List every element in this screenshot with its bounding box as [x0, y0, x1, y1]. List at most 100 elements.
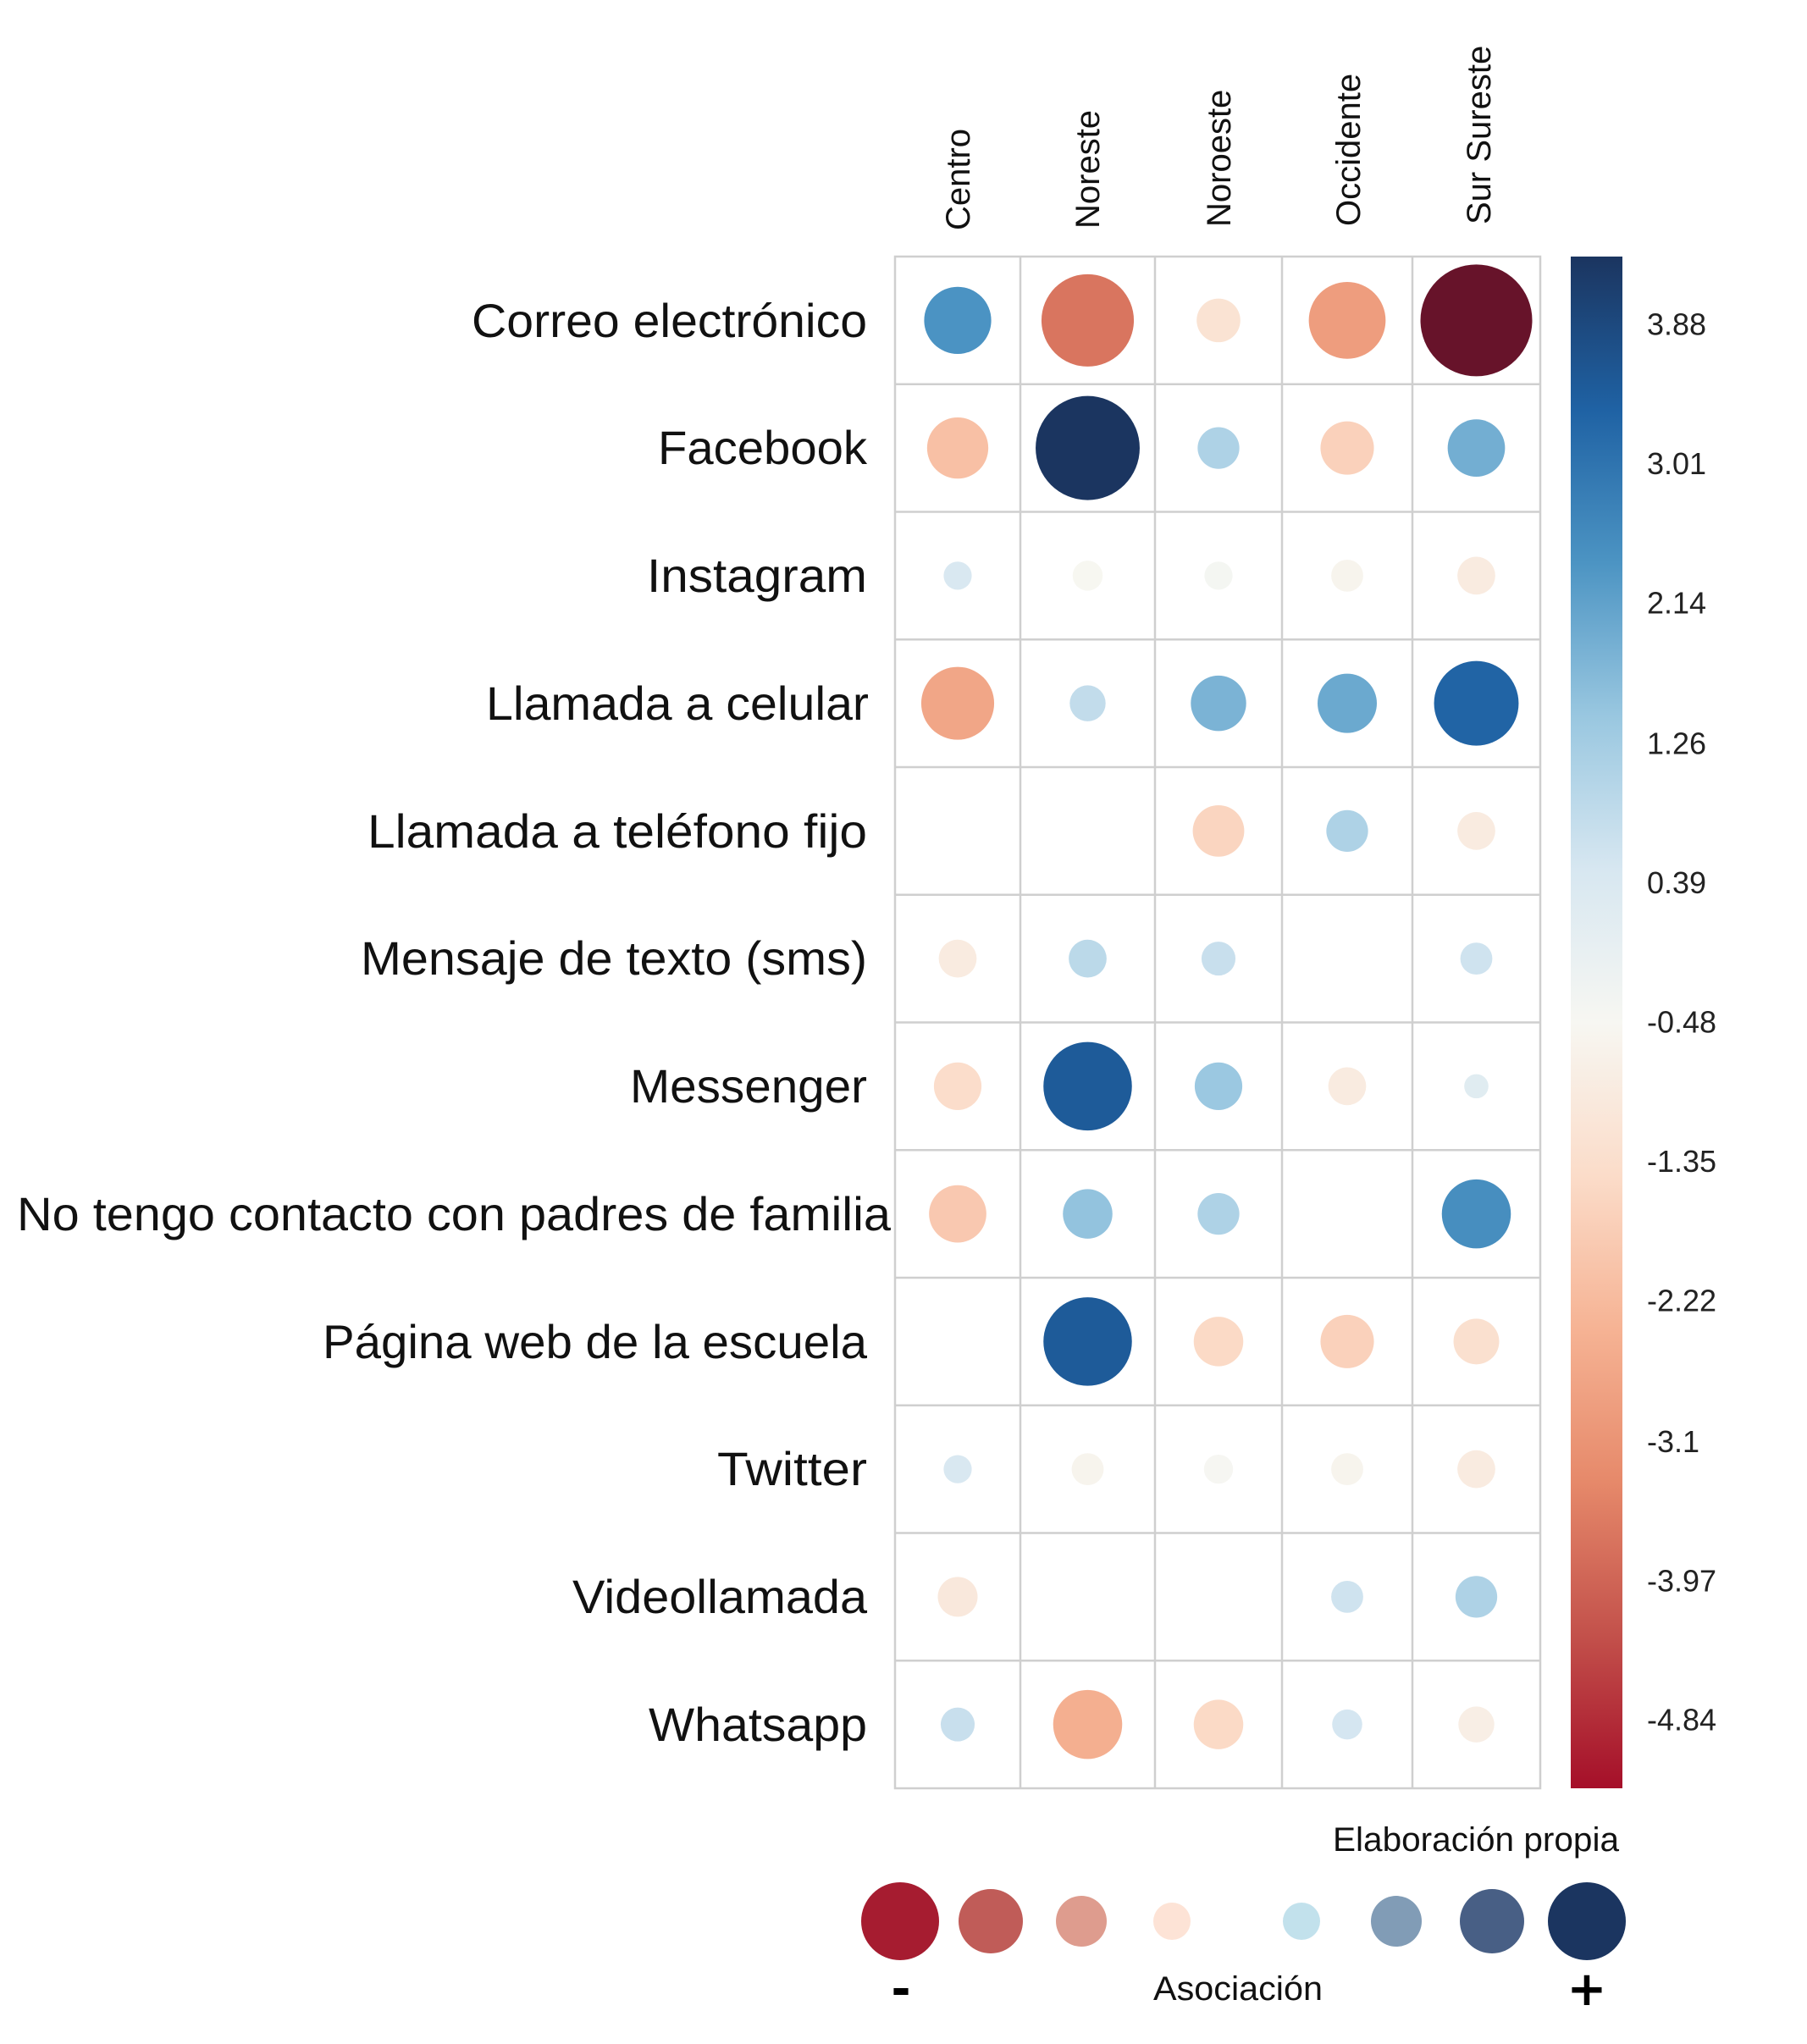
bubble-9-2: [1203, 1454, 1234, 1484]
bubble-1-0: [926, 417, 989, 479]
legend-negative-sign: -: [891, 1962, 910, 2017]
bubble-2-1: [1072, 561, 1103, 591]
bubble-7-1: [1063, 1189, 1113, 1239]
bubble-8-2: [1193, 1317, 1244, 1367]
column-label-noreste: Noreste: [1069, 110, 1107, 229]
bubble-3-4: [1434, 660, 1519, 746]
bubble-8-1: [1043, 1297, 1132, 1386]
legend-swatches: [861, 1882, 1626, 1960]
bubble-0-4: [1420, 264, 1533, 377]
matrix-grid: [893, 255, 1542, 1790]
legend-swatch: [861, 1882, 939, 1960]
legend-swatch: [1548, 1882, 1626, 1960]
colorbar-tick-label: 3.88: [1647, 307, 1706, 341]
legend-swatch: [1283, 1903, 1320, 1940]
bubble-3-1: [1069, 685, 1106, 721]
legend-swatch: [959, 1889, 1023, 1953]
bubble-1-4: [1447, 419, 1506, 477]
bubble-3-0: [920, 666, 995, 740]
legend-swatch: [1371, 1896, 1422, 1947]
bubble-6-2: [1194, 1062, 1243, 1110]
bubble-4-2: [1192, 804, 1245, 857]
bubble-3-2: [1191, 675, 1246, 732]
row-label: No tengo contacto con padres de familia: [17, 1187, 892, 1240]
bubble-7-2: [1197, 1192, 1240, 1235]
bubble-5-1: [1069, 939, 1107, 978]
colorbar-tick-label: 1.26: [1647, 726, 1706, 761]
colorbar-tick-label: -1.35: [1647, 1144, 1716, 1179]
colorbar-tick-label: 2.14: [1647, 585, 1706, 620]
colorbar: 3.88 3.01 2.14 1.26 0.39 -0.48 -1.35 -2.22 -3.1 -…: [1571, 257, 1716, 1788]
size-color-legend: - Asociación +: [861, 1882, 1626, 2017]
row-label: Videollamada: [572, 1570, 868, 1623]
column-labels: Centro Noreste Noroeste Occidente Sur Su…: [940, 46, 1498, 230]
bubble-11-3: [1332, 1709, 1362, 1740]
row-label: Facebook: [658, 421, 868, 474]
bubble-5-0: [938, 939, 977, 978]
legend-swatch: [1460, 1889, 1524, 1953]
colorbar-ticks: 3.88 3.01 2.14 1.26 0.39 -0.48 -1.35 -2.22 -3.1 -…: [1647, 307, 1716, 1737]
row-label: Llamada a teléfono fijo: [367, 804, 867, 858]
row-labels: Correo electrónico Facebook Instagram Ll…: [17, 294, 892, 1751]
legend-swatch: [1056, 1896, 1107, 1947]
row-label: Twitter: [717, 1442, 867, 1495]
row-label: Página web de la escuela: [323, 1315, 868, 1368]
legend-positive-sign: +: [1567, 1962, 1607, 2017]
bubble-1-1: [1036, 395, 1140, 500]
bubble-5-4: [1460, 942, 1493, 975]
bubble-6-3: [1328, 1067, 1367, 1106]
bubble-5-2: [1201, 942, 1236, 976]
legend-title: Asociación: [1153, 1970, 1323, 2008]
bubble-11-4: [1458, 1706, 1495, 1743]
bubble-11-1: [1053, 1689, 1123, 1759]
bubble-11-2: [1193, 1699, 1244, 1749]
colorbar-tick-label: -3.1: [1647, 1424, 1699, 1459]
bubble-6-0: [933, 1062, 982, 1110]
bubble-4-3: [1326, 809, 1368, 853]
bubble-7-0: [929, 1185, 986, 1243]
bubble-4-4: [1457, 812, 1495, 850]
bubble-1-2: [1197, 427, 1240, 469]
bubble-10-3: [1331, 1580, 1363, 1613]
bubble-0-0: [924, 286, 992, 354]
credit-text: Elaboración propia: [1333, 1821, 1620, 1859]
bubble-2-2: [1204, 561, 1233, 590]
bubble-2-4: [1457, 556, 1495, 595]
bubble-0-1: [1041, 273, 1135, 367]
row-label: Mensaje de texto (sms): [361, 931, 867, 985]
column-label-occidente: Occidente: [1330, 74, 1368, 226]
column-label-centro: Centro: [940, 129, 977, 230]
bubble-9-4: [1457, 1450, 1495, 1489]
bubble-8-3: [1320, 1314, 1374, 1368]
row-label: Messenger: [630, 1059, 867, 1113]
colorbar-tick-label: -2.22: [1647, 1283, 1716, 1318]
bubble-10-0: [937, 1577, 978, 1617]
colorbar-tick-label: 0.39: [1647, 865, 1706, 900]
bubble-10-4: [1455, 1576, 1498, 1618]
bubble-9-3: [1331, 1453, 1363, 1486]
bubbles: [920, 264, 1533, 1759]
bubble-2-3: [1331, 559, 1363, 592]
row-label: Whatsapp: [649, 1698, 867, 1751]
bubble-7-4: [1441, 1179, 1511, 1249]
colorbar-tick-label: -3.97: [1647, 1563, 1716, 1598]
legend-swatch: [1153, 1903, 1191, 1940]
row-label: Instagram: [647, 549, 867, 602]
row-label: Llamada a celular: [486, 677, 869, 730]
bubble-11-0: [940, 1707, 975, 1742]
bubble-0-3: [1308, 282, 1386, 359]
bubble-1-3: [1320, 421, 1374, 475]
colorbar-tick-label: -0.48: [1647, 1005, 1716, 1040]
row-label: Correo electrónico: [472, 294, 867, 347]
colorbar-gradient: [1571, 257, 1622, 1788]
bubble-6-4: [1464, 1074, 1489, 1099]
colorbar-tick-label: 3.01: [1647, 446, 1706, 481]
bubble-6-1: [1043, 1041, 1132, 1131]
column-label-sur-sureste: Sur Sureste: [1461, 46, 1498, 224]
bubble-0-2: [1196, 298, 1241, 343]
bubble-9-0: [943, 1455, 972, 1483]
bubble-3-3: [1318, 673, 1377, 733]
bubble-2-0: [943, 561, 972, 590]
bubble-8-4: [1453, 1318, 1500, 1365]
